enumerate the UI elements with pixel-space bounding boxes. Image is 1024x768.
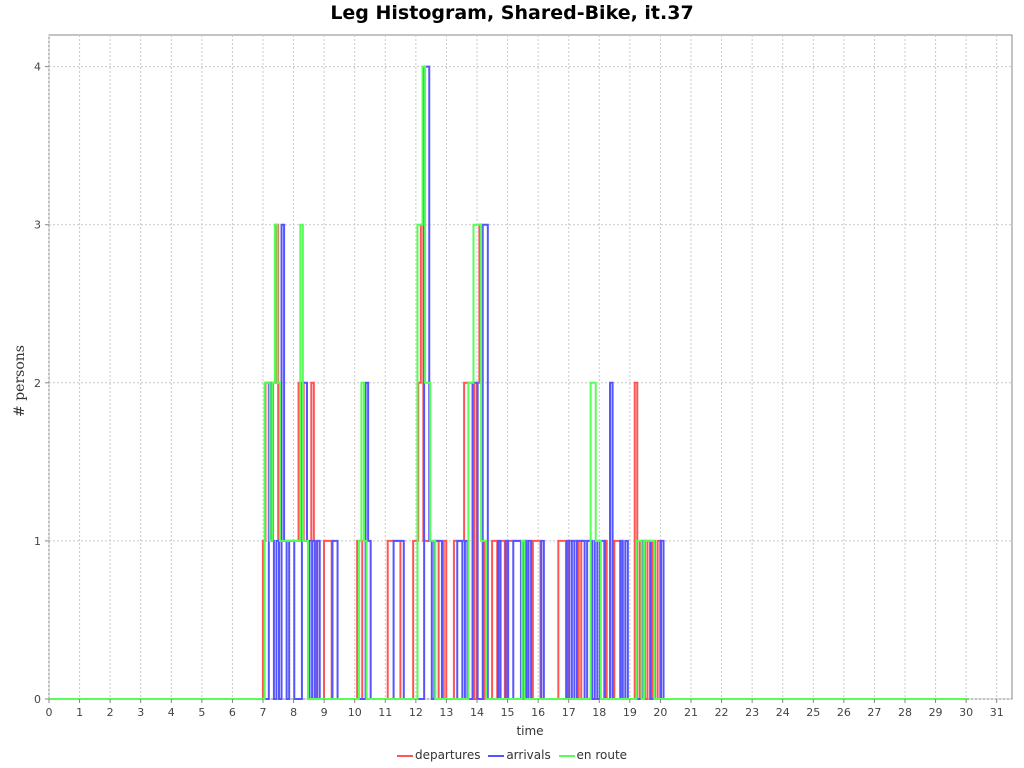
x-tick-label: 26 bbox=[837, 706, 851, 719]
x-tick-label: 18 bbox=[592, 706, 606, 719]
x-axis-label: time bbox=[516, 724, 543, 738]
x-tick-label: 14 bbox=[470, 706, 484, 719]
y-axis-ticks: 0 1 2 3 4 bbox=[34, 61, 49, 706]
x-tick-label: 16 bbox=[531, 706, 545, 719]
legend-label-en-route: en route bbox=[576, 748, 628, 762]
series-lines bbox=[49, 65, 969, 700]
x-tick-label: 13 bbox=[439, 706, 453, 719]
x-tick-label: 31 bbox=[990, 706, 1004, 719]
x-axis-ticks: 0 1 2 3 4 5 6 7 8 9 10 11 12 13 14 15 16 17 18 19 20 21 22 23 24… bbox=[46, 699, 1004, 719]
legend-item-en-route: en route bbox=[558, 748, 628, 762]
y-tick-label: 2 bbox=[34, 377, 41, 390]
x-tick-label: 7 bbox=[260, 706, 267, 719]
y-tick-label: 4 bbox=[34, 61, 41, 74]
x-tick-label: 3 bbox=[137, 706, 144, 719]
x-tick-label: 2 bbox=[107, 706, 114, 719]
legend-item-arrivals: arrivals bbox=[488, 748, 551, 762]
chart-title: Leg Histogram, Shared-Bike, it.37 bbox=[330, 2, 694, 24]
x-tick-label: 9 bbox=[321, 706, 328, 719]
x-tick-label: 0 bbox=[46, 706, 53, 719]
x-tick-label: 8 bbox=[290, 706, 297, 719]
x-tick-label: 30 bbox=[959, 706, 973, 719]
y-tick-label: 1 bbox=[34, 535, 41, 548]
legend-item-departures: departures bbox=[396, 748, 481, 762]
x-tick-label: 11 bbox=[378, 706, 392, 719]
x-tick-label: 27 bbox=[867, 706, 881, 719]
series-en-route-line bbox=[49, 65, 969, 700]
x-tick-label: 15 bbox=[501, 706, 515, 719]
x-tick-label: 6 bbox=[229, 706, 236, 719]
y-tick-label: 0 bbox=[34, 693, 41, 706]
y-tick-label: 3 bbox=[34, 219, 41, 232]
legend-label-departures: departures bbox=[414, 748, 481, 762]
x-tick-label: 29 bbox=[929, 706, 943, 719]
x-tick-label: 5 bbox=[198, 706, 205, 719]
x-tick-label: 10 bbox=[348, 706, 362, 719]
x-tick-label: 25 bbox=[806, 706, 820, 719]
x-tick-label: 28 bbox=[898, 706, 912, 719]
legend-swatch-arrivals bbox=[488, 754, 505, 757]
legend-label-arrivals: arrivals bbox=[506, 748, 551, 762]
legend-swatch-departures bbox=[396, 754, 413, 757]
x-tick-label: 12 bbox=[409, 706, 423, 719]
x-tick-label: 4 bbox=[168, 706, 175, 719]
x-tick-label: 22 bbox=[715, 706, 729, 719]
x-tick-label: 17 bbox=[562, 706, 576, 719]
legend: departures arrivals en route bbox=[0, 748, 1024, 762]
legend-swatch-en-route bbox=[558, 754, 575, 757]
x-tick-label: 23 bbox=[745, 706, 759, 719]
x-tick-label: 19 bbox=[623, 706, 637, 719]
x-tick-label: 24 bbox=[776, 706, 790, 719]
x-tick-label: 21 bbox=[684, 706, 698, 719]
y-axis-label: # persons bbox=[12, 345, 28, 417]
x-tick-label: 1 bbox=[76, 706, 83, 719]
x-tick-label: 20 bbox=[653, 706, 667, 719]
